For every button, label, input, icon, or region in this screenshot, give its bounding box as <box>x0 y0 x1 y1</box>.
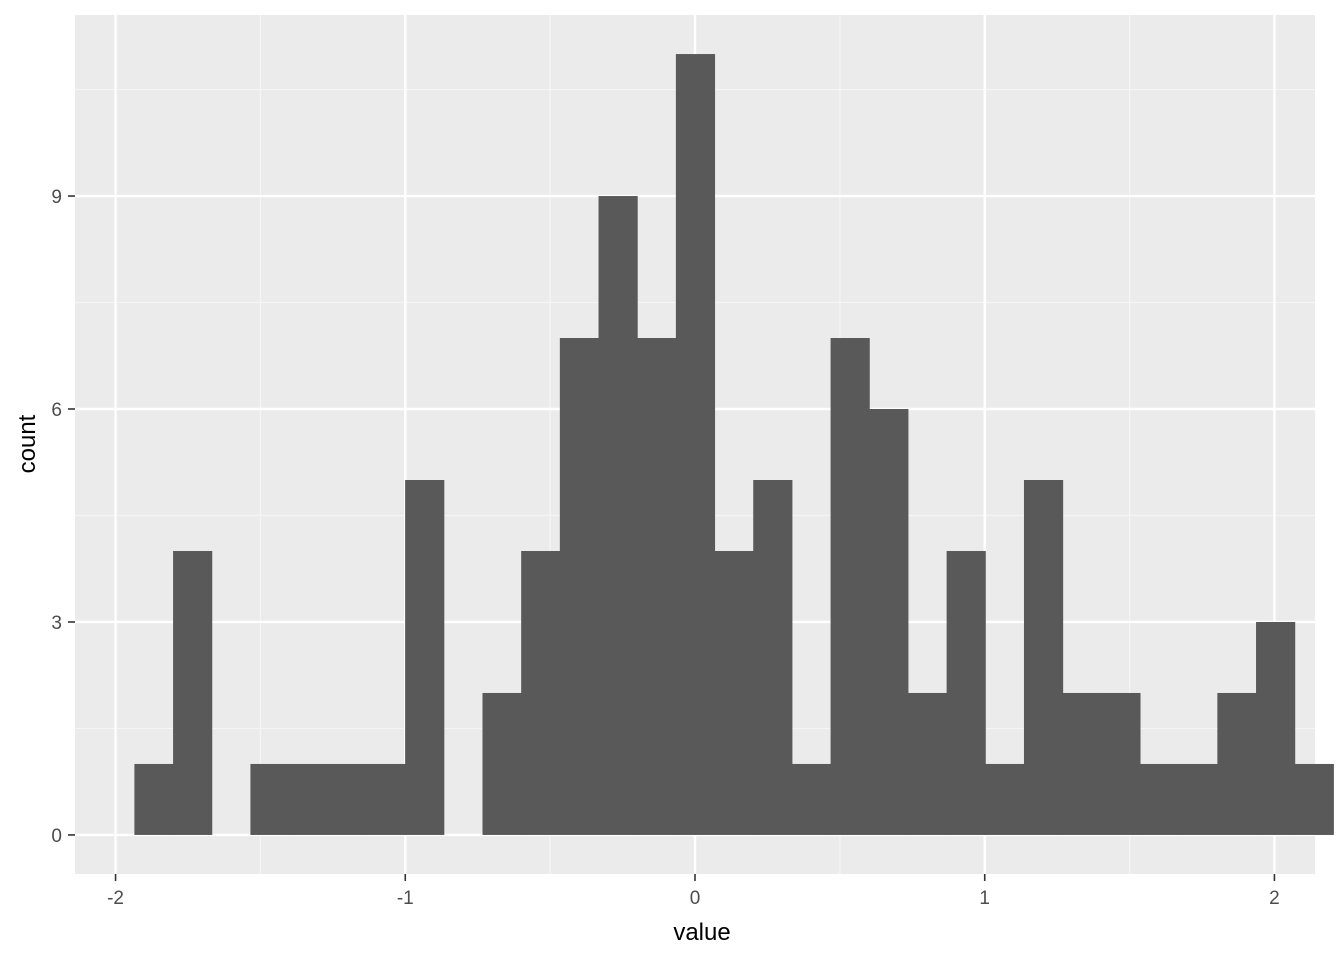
histogram-bar <box>1023 479 1064 835</box>
y-axis: 0 3 6 9 <box>51 187 75 847</box>
x-tick-label: -2 <box>107 888 124 909</box>
histogram-bar <box>366 763 406 835</box>
y-tick-label: 0 <box>51 826 62 847</box>
histogram-bar <box>1256 621 1296 835</box>
histogram-bars <box>134 54 1334 835</box>
histogram-bar <box>405 479 445 835</box>
histogram-bar <box>753 479 793 835</box>
x-axis: -2 -1 0 1 2 <box>107 874 1280 909</box>
histogram-bar <box>714 550 754 835</box>
histogram-bar <box>946 550 986 835</box>
histogram-bar <box>1294 763 1334 835</box>
x-axis-title: value <box>673 919 730 946</box>
y-tick-label: 6 <box>51 400 62 421</box>
x-tick-label: 0 <box>690 888 701 909</box>
histogram-bar <box>675 54 716 835</box>
histogram-bar <box>1101 692 1141 835</box>
y-axis-title: count <box>14 414 41 473</box>
x-tick-label: 1 <box>979 888 990 909</box>
histogram-bar <box>559 338 600 835</box>
histogram-bar <box>482 692 522 835</box>
histogram-bar <box>1217 692 1257 835</box>
histogram-bar <box>327 763 367 835</box>
histogram-bar <box>637 338 677 835</box>
y-tick-label: 3 <box>51 613 62 634</box>
histogram-bar <box>289 763 329 835</box>
histogram-bar <box>134 763 174 835</box>
y-tick-label: 9 <box>51 187 62 208</box>
histogram-bar <box>521 550 561 835</box>
histogram-bar <box>1178 763 1218 835</box>
x-tick-label: 2 <box>1269 888 1280 909</box>
histogram-bar <box>907 692 948 835</box>
histogram-bar <box>830 338 870 835</box>
histogram-bar <box>173 550 213 835</box>
histogram-bar <box>869 409 909 835</box>
histogram-bar <box>1062 692 1102 835</box>
x-tick-label: -1 <box>397 888 414 909</box>
histogram-bar <box>1140 763 1180 835</box>
histogram-bar <box>985 763 1025 835</box>
histogram-bar <box>598 196 638 835</box>
histogram-bar <box>250 763 290 835</box>
histogram-bar <box>791 763 832 835</box>
